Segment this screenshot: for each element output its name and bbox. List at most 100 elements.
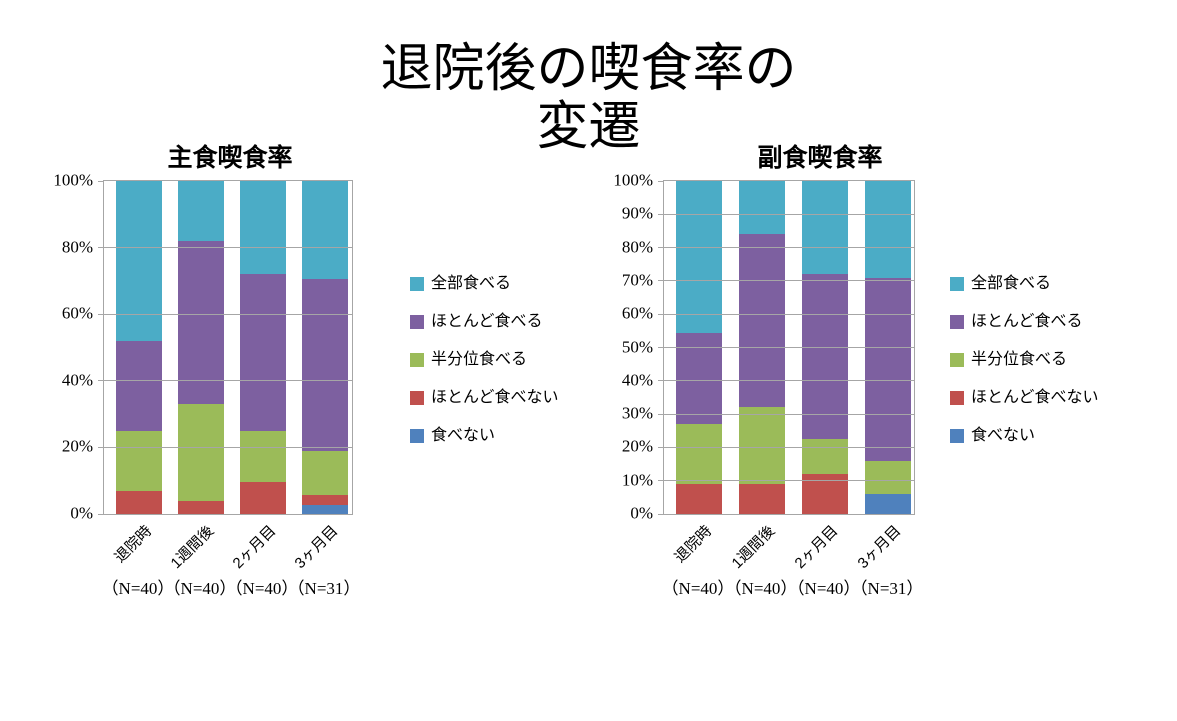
bar-segment[interactable]: [178, 240, 224, 405]
x-sample-count-label: （N=40）: [661, 579, 735, 598]
y-tickmark: [98, 513, 104, 515]
legend-item[interactable]: 食べない: [410, 417, 559, 455]
bar-segment[interactable]: [676, 424, 722, 485]
y-tick-label: 100%: [53, 170, 93, 190]
bar-segment[interactable]: [739, 407, 785, 485]
legend-swatch-icon: [950, 277, 964, 291]
x-category-label: 2ヶ月目: [791, 522, 842, 573]
y-tickmark: [98, 180, 104, 182]
bar-segment[interactable]: [116, 490, 162, 514]
bar-column[interactable]: [302, 181, 348, 514]
bar-segment[interactable]: [739, 484, 785, 514]
bar-segment[interactable]: [302, 495, 348, 506]
bar-column[interactable]: [178, 181, 224, 514]
legend-item[interactable]: ほとんど食べる: [410, 303, 559, 341]
y-tick-label: 100%: [613, 170, 653, 190]
gridline: [664, 347, 914, 348]
legend-item[interactable]: 全部食べる: [950, 265, 1099, 303]
bar-segment[interactable]: [676, 484, 722, 514]
legend-item[interactable]: ほとんど食べる: [950, 303, 1099, 341]
legend-swatch-icon: [950, 353, 964, 367]
legend-item[interactable]: 食べない: [950, 417, 1099, 455]
bar-segment[interactable]: [116, 340, 162, 431]
y-tick-label: 40%: [61, 370, 93, 390]
bar-column[interactable]: [116, 181, 162, 514]
bar-segment[interactable]: [739, 181, 785, 235]
bar-segment[interactable]: [240, 274, 286, 431]
legend-swatch-icon: [410, 315, 424, 329]
bar-segment[interactable]: [240, 181, 286, 275]
bar-segment[interactable]: [302, 505, 348, 514]
bar-segment[interactable]: [240, 482, 286, 514]
legend-swatch-icon: [950, 315, 964, 329]
bar-segment[interactable]: [802, 181, 848, 275]
gridline: [104, 313, 352, 315]
legend-item[interactable]: 全部食べる: [410, 265, 559, 303]
legend-swatch-icon: [950, 429, 964, 443]
bar-segment[interactable]: [865, 277, 911, 461]
y-tickmark: [658, 213, 664, 215]
gridline: [664, 480, 914, 482]
bar-column[interactable]: [865, 181, 911, 514]
bar-segment[interactable]: [865, 181, 911, 278]
x-sample-count-label: （N=31）: [850, 579, 924, 598]
y-tickmark: [658, 413, 664, 415]
bar-segment[interactable]: [676, 181, 722, 333]
y-tick-label: 60%: [61, 303, 93, 323]
x-category-label: 2ヶ月目: [229, 522, 280, 573]
bar-segment[interactable]: [116, 181, 162, 341]
chart-subtitle-side-dish: 副食喫食率: [757, 144, 883, 172]
y-axis-side-dish: 0% 10% 20% 30% 40% 50% 60% 70% 80% 90% 100%: [600, 172, 659, 522]
y-tick-label: 20%: [61, 436, 93, 456]
legend-item[interactable]: 半分位食べる: [410, 341, 559, 379]
bar-column[interactable]: [240, 181, 286, 514]
y-tick-label: 70%: [621, 270, 653, 290]
bar-segment[interactable]: [178, 181, 224, 241]
legend-swatch-icon: [410, 277, 424, 291]
legend-item[interactable]: ほとんど食べない: [410, 379, 559, 417]
y-tickmark: [658, 480, 664, 482]
legend-label: ほとんど食べない: [971, 389, 1099, 406]
y-tick-label: 0%: [630, 503, 653, 523]
gridline: [104, 247, 352, 249]
gridline: [664, 380, 914, 382]
bar-segment[interactable]: [178, 404, 224, 501]
legend-label: 半分位食べる: [431, 351, 528, 368]
legend-label: 食べない: [431, 427, 496, 444]
bar-column[interactable]: [739, 181, 785, 514]
bar-column[interactable]: [676, 181, 722, 514]
bar-segment[interactable]: [802, 274, 848, 440]
bar-segment[interactable]: [302, 279, 348, 451]
plot-area-side-dish: [658, 180, 915, 515]
legend-label: ほとんど食べない: [431, 389, 559, 406]
legend-staple-food: 全部食べるほとんど食べる 半分位食べるほとんど食べない 食べない: [410, 265, 559, 455]
bar-segment[interactable]: [802, 439, 848, 475]
x-sample-count-label: （N=40）: [724, 579, 798, 598]
bar-segment[interactable]: [739, 234, 785, 408]
gridline: [664, 213, 914, 215]
x-category-label: 退院時: [111, 522, 156, 567]
y-tick-label: 80%: [61, 237, 93, 257]
y-tickmark: [658, 446, 664, 448]
gridline: [664, 280, 914, 282]
bar-segment[interactable]: [865, 494, 911, 514]
bar-segment[interactable]: [302, 450, 348, 496]
bar-segment[interactable]: [116, 430, 162, 491]
x-sample-count-label: （N=31）: [287, 579, 361, 598]
gridline: [104, 380, 352, 382]
x-category-label: 1週間後: [167, 522, 218, 573]
gridline: [664, 247, 914, 249]
y-tick-label: 90%: [621, 203, 653, 223]
y-tickmark: [658, 313, 664, 315]
legend-swatch-icon: [410, 391, 424, 405]
bar-column[interactable]: [802, 181, 848, 514]
legend-label: ほとんど食べる: [431, 313, 543, 330]
bar-segment[interactable]: [240, 430, 286, 483]
bar-segment[interactable]: [178, 500, 224, 514]
bar-segment[interactable]: [302, 181, 348, 280]
legend-item[interactable]: 半分位食べる: [950, 341, 1099, 379]
bar-segment[interactable]: [865, 460, 911, 495]
legend-swatch-icon: [410, 429, 424, 443]
y-tick-label: 30%: [621, 403, 653, 423]
legend-item[interactable]: ほとんど食べない: [950, 379, 1099, 417]
